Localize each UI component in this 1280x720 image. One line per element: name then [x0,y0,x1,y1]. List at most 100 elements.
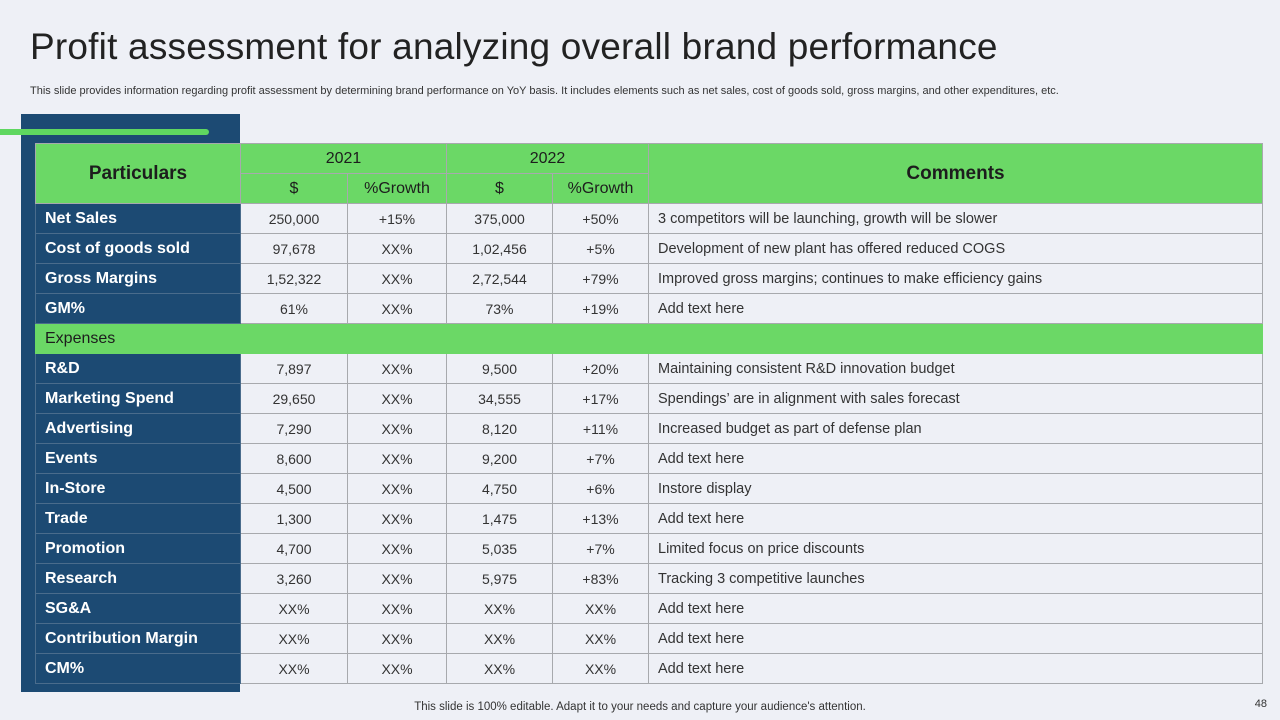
header-dollar-2021: $ [240,173,348,204]
growth-2021: XX% [347,593,447,624]
growth-2022: +20% [552,353,649,384]
page-subtitle: This slide provides information regardin… [30,85,1059,97]
row-label: Contribution Margin [35,623,241,654]
row-label: Advertising [35,413,241,444]
growth-2021: XX% [347,503,447,534]
table-row: Marketing Spend 29,650 XX% 34,555 +17% Spendi… [35,383,1263,414]
growth-2022: +5% [552,233,649,264]
table-row: Events 8,600 XX% 9,200 +7% Add text here [35,443,1263,474]
table-row: In-Store 4,500 XX% 4,750 +6% Instore display [35,473,1263,504]
row-label: CM% [35,653,241,684]
growth-2021: XX% [347,383,447,414]
comment: Spendings’ are in alignment with sales f… [648,383,1263,414]
growth-2022: XX% [552,623,649,654]
row-label: Events [35,443,241,474]
header-dollar-2022: $ [446,173,553,204]
growth-2022: +79% [552,263,649,294]
table-row: Promotion 4,700 XX% 5,035 +7% Limited focus o… [35,533,1263,564]
growth-2022: XX% [552,653,649,684]
table-body-top: Net Sales 250,000 +15% 375,000 +50% 3 competi… [35,203,1263,324]
value-2022: XX% [446,653,553,684]
value-2022: 4,750 [446,473,553,504]
growth-2021: XX% [347,473,447,504]
growth-2021: XX% [347,233,447,264]
value-2021: 97,678 [240,233,348,264]
comment: Limited focus on price discounts [648,533,1263,564]
row-label: R&D [35,353,241,384]
growth-2022: +7% [552,533,649,564]
value-2021: 250,000 [240,203,348,234]
comment: Add text here [648,503,1263,534]
profit-assessment-table: Particulars 2021 2022 Comments $ %Growth… [35,143,1263,684]
row-label: Gross Margins [35,263,241,294]
comment: Add text here [648,653,1263,684]
growth-2021: XX% [347,293,447,324]
growth-2021: XX% [347,563,447,594]
growth-2022: XX% [552,593,649,624]
footer-note: This slide is 100% editable. Adapt it to… [414,701,866,713]
table-row: Net Sales 250,000 +15% 375,000 +50% 3 competi… [35,203,1263,234]
comment: Add text here [648,623,1263,654]
comment: Increased budget as part of defense plan [648,413,1263,444]
value-2022: 1,475 [446,503,553,534]
value-2021: 4,700 [240,533,348,564]
value-2021: 7,897 [240,353,348,384]
table-section: Expenses [35,323,1263,354]
row-label: Trade [35,503,241,534]
comment: Instore display [648,473,1263,504]
growth-2021: XX% [347,653,447,684]
value-2022: 1,02,456 [446,233,553,264]
growth-2021: XX% [347,623,447,654]
growth-2021: XX% [347,413,447,444]
table-row: Trade 1,300 XX% 1,475 +13% Add text here [35,503,1263,534]
value-2021: XX% [240,653,348,684]
value-2022: XX% [446,623,553,654]
comment: Add text here [648,593,1263,624]
growth-2021: XX% [347,263,447,294]
growth-2021: XX% [347,443,447,474]
value-2022: XX% [446,593,553,624]
green-accent-line [0,129,209,135]
page-title: Profit assessment for analyzing overall … [30,26,998,67]
value-2021: 1,52,322 [240,263,348,294]
value-2022: 9,500 [446,353,553,384]
comment: Add text here [648,443,1263,474]
page-number: 48 [1254,698,1267,710]
header-growth-2021: %Growth [347,173,447,204]
comment: Add text here [648,293,1263,324]
header-particulars: Particulars [35,143,241,204]
value-2021: XX% [240,593,348,624]
header-year-2021: 2021 [240,143,447,174]
row-label: SG&A [35,593,241,624]
comment: 3 competitors will be launching, growth … [648,203,1263,234]
growth-2021: XX% [347,353,447,384]
value-2022: 2,72,544 [446,263,553,294]
growth-2022: +7% [552,443,649,474]
growth-2022: +50% [552,203,649,234]
growth-2022: +19% [552,293,649,324]
value-2022: 9,200 [446,443,553,474]
growth-2021: +15% [347,203,447,234]
table-body-expenses: R&D 7,897 XX% 9,500 +20% Maintaining consiste… [35,353,1263,684]
value-2021: 1,300 [240,503,348,534]
table-row: R&D 7,897 XX% 9,500 +20% Maintaining consiste… [35,353,1263,384]
value-2021: 7,290 [240,413,348,444]
section-label: Expenses [35,323,1263,354]
value-2021: 8,600 [240,443,348,474]
growth-2022: +11% [552,413,649,444]
value-2021: XX% [240,623,348,654]
table-row: Contribution Margin XX% XX% XX% XX% Add text … [35,623,1263,654]
row-label: Marketing Spend [35,383,241,414]
value-2022: 73% [446,293,553,324]
table-row: CM% XX% XX% XX% XX% Add text here [35,653,1263,684]
growth-2022: +83% [552,563,649,594]
row-label: Net Sales [35,203,241,234]
section-row-expenses: Expenses [35,323,1263,354]
comment: Maintaining consistent R&D innovation bu… [648,353,1263,384]
table-row: Gross Margins 1,52,322 XX% 2,72,544 +79% Impr… [35,263,1263,294]
value-2021: 61% [240,293,348,324]
header-year-2022: 2022 [446,143,649,174]
value-2022: 5,035 [446,533,553,564]
table-row: Advertising 7,290 XX% 8,120 +11% Increased bu… [35,413,1263,444]
growth-2022: +17% [552,383,649,414]
